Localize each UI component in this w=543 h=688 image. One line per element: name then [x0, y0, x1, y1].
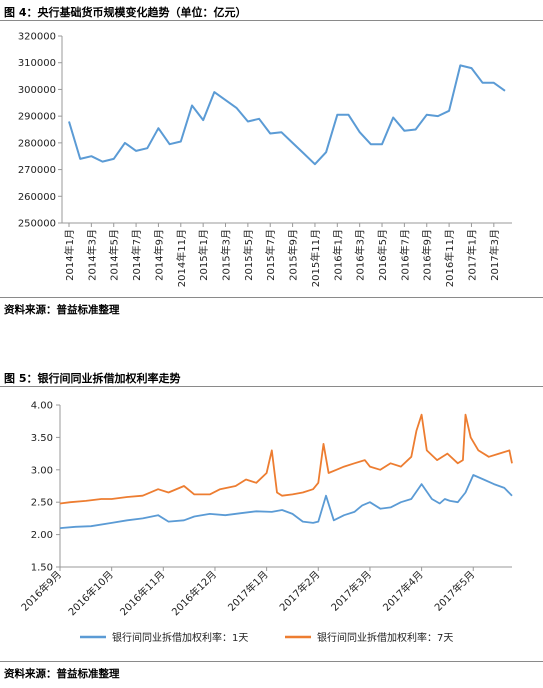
figure5-bottom-rule	[0, 661, 543, 662]
x-tick-label: 2016年11月	[117, 568, 167, 618]
figure4-bottom-rule	[0, 297, 543, 298]
x-tick-label: 2016年10月	[65, 568, 115, 618]
y-tick-label: 270000	[18, 165, 56, 176]
legend-label-1day: 银行间同业拆借加权利率：1天	[112, 631, 248, 644]
x-tick-label: 2017年5月	[432, 568, 478, 614]
seven-day-rate-series-line	[59, 413, 513, 505]
base-money-series-line	[68, 64, 506, 166]
x-tick-label: 2014年7月	[130, 229, 143, 281]
y-tick-label: 290000	[18, 112, 56, 123]
x-tick-label: 2016年7月	[398, 229, 411, 281]
legend-label-7day: 银行间同业拆借加权利率：7天	[317, 631, 453, 644]
figure5-source: 资料来源：普益标准整理	[4, 668, 120, 680]
figure4-chart: 250000 260000 270000 280000 290000 300000 3100…	[18, 32, 512, 287]
x-tick-label: 2015年3月	[220, 229, 233, 281]
x-tick-label: 2016年5月	[376, 229, 389, 281]
figure4-source: 资料来源：普益标准整理	[4, 304, 120, 316]
x-tick-label: 2014年9月	[152, 229, 165, 281]
figure5-title: 图 5：银行间同业拆借加权利率走势	[4, 372, 181, 385]
x-tick-label: 2015年1月	[197, 229, 210, 281]
y-tick-label: 250000	[18, 219, 56, 230]
x-tick-label: 2016年9月	[18, 568, 64, 614]
x-tick-label: 2015年11月	[309, 229, 322, 287]
x-tick-label: 2017年4月	[380, 568, 426, 614]
x-tick-label: 2016年9月	[421, 229, 434, 281]
x-tick-label: 2014年3月	[85, 229, 98, 281]
x-tick-label: 2017年3月	[488, 229, 501, 281]
y-tick-label: 2.50	[31, 498, 53, 509]
x-tick-label: 2016年1月	[331, 229, 344, 281]
y-tick-label: 3.50	[31, 433, 53, 444]
x-tick-label: 2016年12月	[169, 568, 219, 618]
y-tick-label: 320000	[18, 32, 56, 43]
y-tick-label: 1.50	[31, 563, 53, 574]
x-tick-label: 2017年2月	[277, 568, 323, 614]
x-tick-label: 2016年3月	[354, 229, 367, 281]
y-tick-label: 300000	[18, 85, 56, 96]
y-tick-label: 2.00	[31, 530, 53, 541]
x-tick-label: 2017年1月	[225, 568, 271, 614]
x-tick-label: 2016年11月	[443, 229, 456, 287]
y-tick-label: 4.00	[31, 401, 53, 412]
x-tick-label: 2014年5月	[108, 229, 121, 281]
x-tick-label: 2015年5月	[242, 229, 255, 281]
figure5-top-rule	[0, 386, 543, 387]
y-tick-label: 260000	[18, 192, 56, 203]
figure4-top-rule	[0, 20, 543, 21]
figure4-title: 图 4：央行基础货币规模变化趋势（单位：亿元）	[4, 6, 247, 19]
y-tick-label: 280000	[18, 138, 56, 149]
y-tick-label: 310000	[18, 58, 56, 69]
x-tick-label: 2015年7月	[264, 229, 277, 281]
overnight-rate-series-line	[59, 474, 513, 529]
x-tick-label: 2017年1月	[465, 229, 478, 281]
x-tick-label: 2014年11月	[175, 229, 188, 287]
x-tick-label: 2015年9月	[287, 229, 300, 281]
x-tick-label: 2014年1月	[63, 229, 76, 281]
y-tick-label: 3.00	[31, 465, 53, 476]
x-tick-label: 2017年3月	[328, 568, 374, 614]
